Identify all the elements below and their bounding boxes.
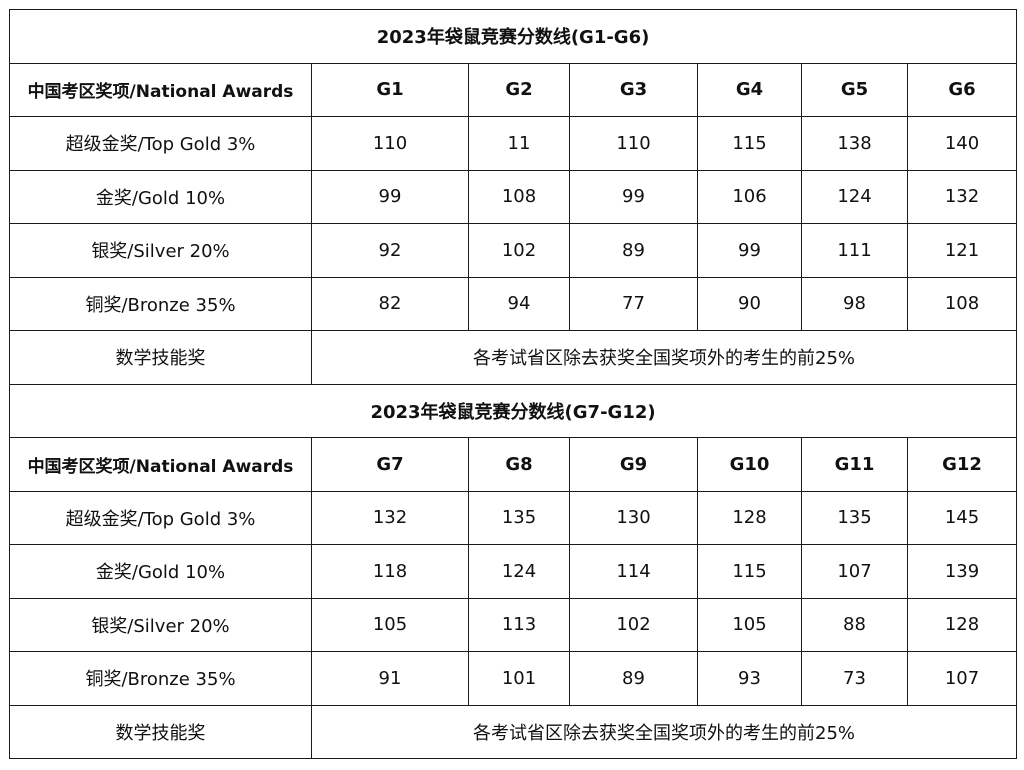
score-cell: 92 xyxy=(311,223,469,278)
skill-award-row: 数学技能奖 各考试省区除去获奖全国奖项外的考生的前25% xyxy=(9,704,1018,759)
grade-header: G5 xyxy=(801,62,908,117)
grade-header: G11 xyxy=(801,437,908,492)
score-cell: 145 xyxy=(906,490,1018,545)
award-label: 金奖/Gold 10% xyxy=(9,169,312,224)
table-row: 铜奖/Bronze 35% 82 94 77 90 98 108 xyxy=(9,276,1018,331)
score-cell: 91 xyxy=(311,651,469,706)
table-row: 金奖/Gold 10% 99 108 99 106 124 132 xyxy=(9,169,1018,224)
table-row: 超级金奖/Top Gold 3% 110 11 110 115 138 140 xyxy=(9,116,1018,171)
table-row: 金奖/Gold 10% 118 124 114 115 107 139 xyxy=(9,544,1018,599)
header-row: 中国考区奖项/National Awards G7 G8 G9 G10 G11 … xyxy=(9,437,1018,492)
header-row: 中国考区奖项/National Awards G1 G2 G3 G4 G5 G6 xyxy=(9,62,1018,117)
score-cell: 77 xyxy=(569,276,698,331)
score-cell: 128 xyxy=(697,490,802,545)
section-title: 2023年袋鼠竞赛分数线(G1-G6) xyxy=(8,9,1018,64)
score-cell: 108 xyxy=(906,276,1018,331)
score-cell: 11 xyxy=(468,116,570,171)
score-cell: 102 xyxy=(468,223,570,278)
award-label: 金奖/Gold 10% xyxy=(9,544,312,599)
score-cell: 73 xyxy=(801,651,908,706)
grade-header: G6 xyxy=(906,62,1018,117)
score-cell: 107 xyxy=(906,651,1018,706)
score-cell: 94 xyxy=(468,276,570,331)
score-cell: 102 xyxy=(569,597,698,652)
score-cell: 115 xyxy=(697,544,802,599)
score-cell: 90 xyxy=(697,276,802,331)
score-cell: 89 xyxy=(569,223,698,278)
award-label: 银奖/Silver 20% xyxy=(9,223,312,278)
skill-award-text: 各考试省区除去获奖全国奖项外的考生的前25% xyxy=(310,330,1018,385)
grade-header: G12 xyxy=(906,437,1018,492)
score-cell: 108 xyxy=(468,169,570,224)
grade-header: G10 xyxy=(697,437,802,492)
score-cell: 138 xyxy=(801,116,908,171)
score-cell: 107 xyxy=(801,544,908,599)
score-cell: 99 xyxy=(311,169,469,224)
score-cell: 124 xyxy=(801,169,908,224)
score-cell: 114 xyxy=(569,544,698,599)
score-cell: 93 xyxy=(697,651,802,706)
score-cell: 135 xyxy=(468,490,570,545)
score-cell: 105 xyxy=(311,597,469,652)
score-cell: 110 xyxy=(569,116,698,171)
score-cell: 132 xyxy=(311,490,469,545)
award-label: 银奖/Silver 20% xyxy=(9,597,312,652)
score-cell: 106 xyxy=(697,169,802,224)
table-row: 铜奖/Bronze 35% 91 101 89 93 73 107 xyxy=(9,651,1018,706)
section-title-row: 2023年袋鼠竞赛分数线(G1-G6) xyxy=(8,9,1018,64)
award-label: 铜奖/Bronze 35% xyxy=(9,276,312,331)
grade-header: G3 xyxy=(569,62,698,117)
grade-header: G8 xyxy=(468,437,570,492)
section-title: 2023年袋鼠竞赛分数线(G7-G12) xyxy=(8,383,1018,438)
score-cell: 132 xyxy=(906,169,1018,224)
award-label: 铜奖/Bronze 35% xyxy=(9,651,312,706)
score-cell: 98 xyxy=(801,276,908,331)
skill-award-label: 数学技能奖 xyxy=(9,330,312,385)
grade-header: G7 xyxy=(311,437,469,492)
score-cell: 135 xyxy=(801,490,908,545)
skill-award-label: 数学技能奖 xyxy=(9,704,312,759)
score-cell: 89 xyxy=(569,651,698,706)
award-label: 超级金奖/Top Gold 3% xyxy=(9,116,312,171)
score-cell: 124 xyxy=(468,544,570,599)
score-cell: 99 xyxy=(697,223,802,278)
header-label: 中国考区奖项/National Awards xyxy=(9,62,312,117)
score-cell: 115 xyxy=(697,116,802,171)
score-cell: 140 xyxy=(906,116,1018,171)
table-row: 银奖/Silver 20% 92 102 89 99 111 121 xyxy=(9,223,1018,278)
table-row: 银奖/Silver 20% 105 113 102 105 88 128 xyxy=(9,597,1018,652)
score-cell: 128 xyxy=(906,597,1018,652)
score-cell: 105 xyxy=(697,597,802,652)
score-table: 2023年袋鼠竞赛分数线(G1-G6) 中国考区奖项/National Awar… xyxy=(8,9,1018,759)
score-cell: 88 xyxy=(801,597,908,652)
section-title-row: 2023年袋鼠竞赛分数线(G7-G12) xyxy=(8,383,1018,438)
score-cell: 110 xyxy=(311,116,469,171)
skill-award-text: 各考试省区除去获奖全国奖项外的考生的前25% xyxy=(310,704,1018,759)
score-cell: 111 xyxy=(801,223,908,278)
score-cell: 130 xyxy=(569,490,698,545)
skill-award-row: 数学技能奖 各考试省区除去获奖全国奖项外的考生的前25% xyxy=(9,330,1018,385)
award-label: 超级金奖/Top Gold 3% xyxy=(9,490,312,545)
grade-header: G1 xyxy=(311,62,469,117)
grade-header: G4 xyxy=(697,62,802,117)
score-cell: 82 xyxy=(311,276,469,331)
table-row: 超级金奖/Top Gold 3% 132 135 130 128 135 145 xyxy=(9,490,1018,545)
score-cell: 118 xyxy=(311,544,469,599)
header-label: 中国考区奖项/National Awards xyxy=(9,437,312,492)
score-cell: 113 xyxy=(468,597,570,652)
grade-header: G9 xyxy=(569,437,698,492)
score-cell: 139 xyxy=(906,544,1018,599)
grade-header: G2 xyxy=(468,62,570,117)
score-cell: 99 xyxy=(569,169,698,224)
score-cell: 101 xyxy=(468,651,570,706)
score-cell: 121 xyxy=(906,223,1018,278)
